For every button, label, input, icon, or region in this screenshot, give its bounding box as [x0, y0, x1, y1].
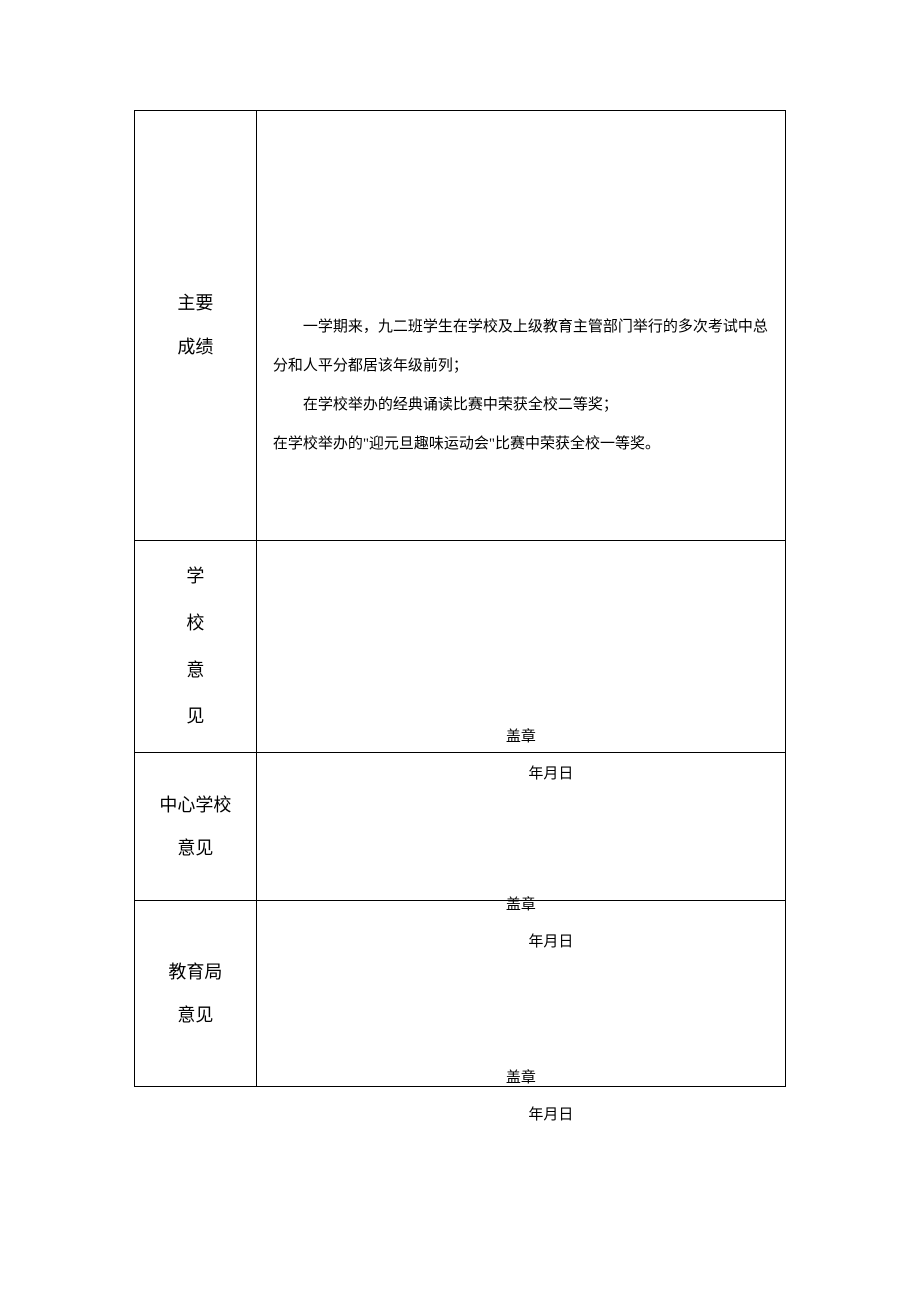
- row-school-opinion: 学 校 意 见 盖章 年月日: [135, 541, 786, 753]
- central-label-2: 意见: [139, 827, 252, 870]
- school-content-cell: 盖章 年月日: [256, 541, 785, 753]
- achievements-p1: 一学期来，九二班学生在学校及上级教育主管部门举行的多次考试中总分和人平分都居该年…: [273, 308, 769, 386]
- school-date: 年月日: [257, 762, 785, 783]
- bureau-date: 年月日: [257, 1103, 785, 1124]
- school-label-c1: 学: [139, 553, 252, 600]
- achievements-top-spacer: [273, 188, 769, 308]
- bureau-label-cell: 教育局 意见: [135, 901, 257, 1087]
- achievements-p3: 在学校举办的"迎元旦趣味运动会"比赛中荣获全校一等奖。: [273, 425, 769, 464]
- achievements-content-cell: 一学期来，九二班学生在学校及上级教育主管部门举行的多次考试中总分和人平分都居该年…: [256, 111, 785, 541]
- school-label-c3: 意: [139, 647, 252, 694]
- school-stamp: 盖章: [257, 725, 785, 746]
- achievements-p2: 在学校举办的经典诵读比赛中荣获全校二等奖；: [273, 386, 769, 425]
- bureau-label-1: 教育局: [139, 951, 252, 994]
- school-label-c2: 校: [139, 600, 252, 647]
- row-achievements: 主要 成绩 一学期来，九二班学生在学校及上级教育主管部门举行的多次考试中总分和人…: [135, 111, 786, 541]
- school-label-c4: 见: [139, 693, 252, 740]
- bureau-stamp: 盖章: [257, 1066, 785, 1087]
- bureau-label-2: 意见: [139, 994, 252, 1037]
- school-label-cell: 学 校 意 见: [135, 541, 257, 753]
- achievements-label-cell: 主要 成绩: [135, 111, 257, 541]
- achievements-label-1: 主要: [139, 282, 252, 325]
- central-label-1: 中心学校: [139, 784, 252, 827]
- achievements-label-2: 成绩: [139, 326, 252, 369]
- central-stamp: 盖章: [257, 893, 785, 914]
- central-label-cell: 中心学校 意见: [135, 753, 257, 901]
- central-date: 年月日: [257, 930, 785, 951]
- approval-table: 主要 成绩 一学期来，九二班学生在学校及上级教育主管部门举行的多次考试中总分和人…: [134, 110, 786, 1087]
